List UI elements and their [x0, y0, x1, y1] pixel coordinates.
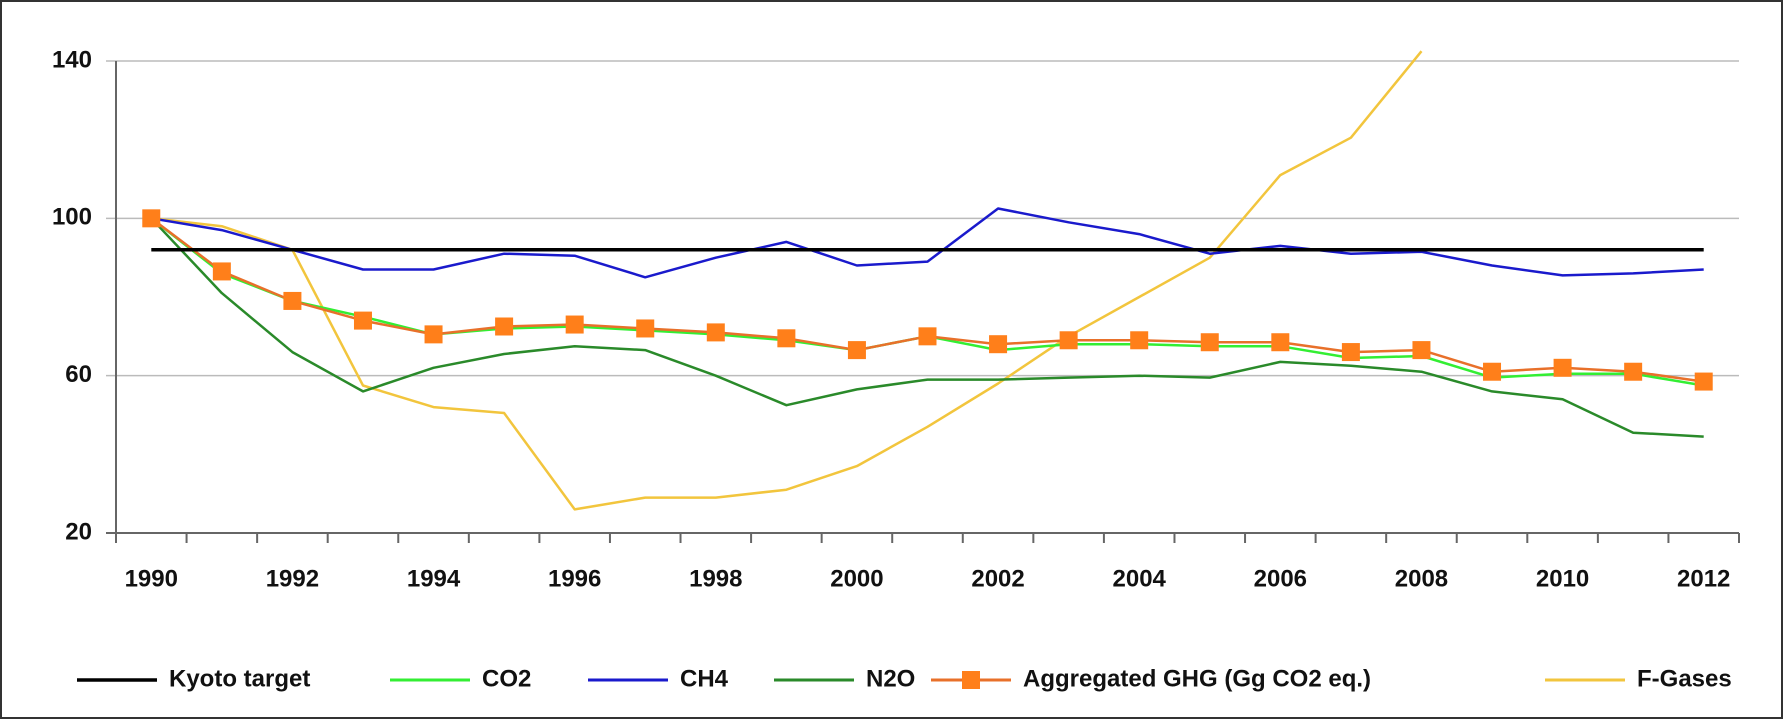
marker [424, 325, 443, 344]
marker [1553, 358, 1572, 377]
marker [1271, 333, 1290, 352]
series-line [150, 217, 1704, 383]
marker [283, 291, 302, 310]
y-tick-label: 20 [65, 518, 92, 545]
marker [1624, 362, 1643, 381]
marker [142, 209, 161, 228]
marker [1483, 362, 1502, 381]
y-tick-label: 100 [52, 204, 92, 231]
marker [918, 327, 937, 346]
x-tick-label: 1998 [689, 565, 742, 592]
x-tick-label: 2002 [971, 565, 1024, 592]
x-tick-label: 2008 [1395, 565, 1448, 592]
x-tick-label: 2012 [1677, 565, 1730, 592]
x-tick-label: 1990 [125, 565, 178, 592]
marker [1341, 343, 1360, 362]
legend-label: CH4 [680, 665, 729, 692]
legend-marker [962, 671, 980, 689]
marker [777, 329, 796, 348]
series-line [150, 217, 1704, 438]
marker [1130, 331, 1149, 350]
legend-label: CO2 [482, 665, 531, 692]
x-tick-label: 1996 [548, 565, 601, 592]
legend-label: F-Gases [1637, 665, 1732, 692]
x-tick-label: 1994 [407, 565, 461, 592]
marker [706, 323, 725, 342]
marker [495, 317, 514, 336]
x-tick-label: 2000 [830, 565, 883, 592]
marker [1694, 372, 1713, 391]
y-tick-label: 140 [52, 46, 92, 73]
series-line [151, 50, 1423, 511]
marker [353, 311, 372, 330]
x-tick-label: 1992 [266, 565, 319, 592]
marker [636, 319, 655, 338]
marker [212, 262, 231, 281]
series-line [151, 207, 1704, 279]
series-line [150, 217, 1704, 387]
x-tick-label: 2004 [1113, 565, 1167, 592]
marker [1059, 331, 1078, 350]
legend-label: Aggregated GHG (Gg CO2 eq.) [1023, 665, 1371, 692]
marker [989, 335, 1008, 354]
marker [565, 315, 584, 334]
marker [1412, 341, 1431, 360]
marker [847, 341, 866, 360]
legend-label: N2O [866, 665, 915, 692]
marker [1200, 333, 1219, 352]
x-tick-label: 2006 [1254, 565, 1307, 592]
legend-label: Kyoto target [169, 665, 310, 692]
y-tick-label: 60 [65, 361, 92, 388]
x-tick-label: 2010 [1536, 565, 1589, 592]
